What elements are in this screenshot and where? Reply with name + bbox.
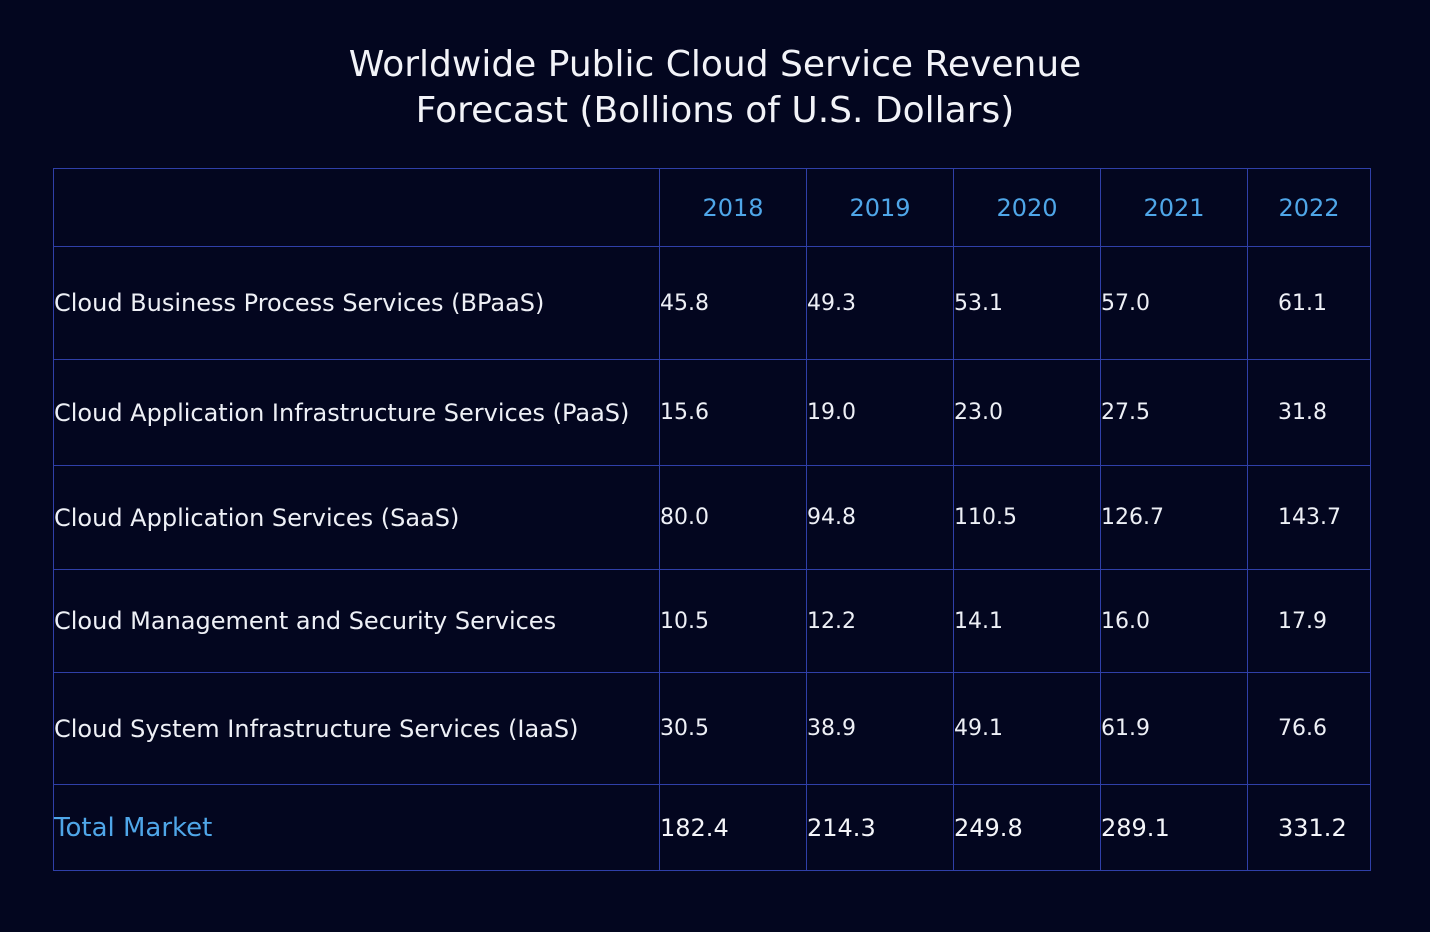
cell-management-security-2019: 12.2 [806,569,954,673]
column-header-2021: 2021 [1100,168,1248,247]
row-label-iaas: Cloud System Infrastructure Services (Ia… [53,672,660,785]
cell-paas-2019: 19.0 [806,359,954,466]
table-row-iaas: Cloud System Infrastructure Services (Ia… [53,672,1371,785]
cell-saas-2021: 126.7 [1100,465,1248,570]
cell-management-security-2021: 16.0 [1100,569,1248,673]
chart-title-line-1: Worldwide Public Cloud Service Revenue [348,44,1082,85]
cell-management-security-2018: 10.5 [659,569,807,673]
chart-title-line-2: Forecast (Bollions of U.S. Dollars) [415,90,1015,131]
table-row-paas: Cloud Application Infrastructure Service… [53,359,1371,466]
cell-paas-2022: 31.8 [1247,359,1371,466]
cell-saas-2020: 110.5 [953,465,1101,570]
cell-bpaas-2018: 45.8 [659,246,807,360]
cell-management-security-2020: 14.1 [953,569,1101,673]
column-header-2020: 2020 [953,168,1101,247]
cell-total-2021: 289.1 [1100,784,1248,871]
row-label-paas: Cloud Application Infrastructure Service… [53,359,660,466]
cell-total-2019: 214.3 [806,784,954,871]
cell-saas-2018: 80.0 [659,465,807,570]
table-row-bpaas: Cloud Business Process Services (BPaaS) … [53,246,1371,360]
column-header-2018: 2018 [659,168,807,247]
revenue-table: 2018 2019 2020 2021 2022 Cloud Business … [53,168,1371,871]
cell-total-2018: 182.4 [659,784,807,871]
cell-total-2022: 331.2 [1247,784,1371,871]
header-row: 2018 2019 2020 2021 2022 [53,168,1371,247]
row-label-saas: Cloud Application Services (SaaS) [53,465,660,570]
cell-bpaas-2020: 53.1 [953,246,1101,360]
table-row-management-security: Cloud Management and Security Services 1… [53,569,1371,673]
chart-title: Worldwide Public Cloud Service Revenue F… [0,42,1430,134]
cell-paas-2021: 27.5 [1100,359,1248,466]
column-header-2022: 2022 [1247,168,1371,247]
cell-bpaas-2022: 61.1 [1247,246,1371,360]
row-label-bpaas: Cloud Business Process Services (BPaaS) [53,246,660,360]
cell-bpaas-2019: 49.3 [806,246,954,360]
column-header-2019: 2019 [806,168,954,247]
cell-total-2020: 249.8 [953,784,1101,871]
cell-iaas-2018: 30.5 [659,672,807,785]
cell-iaas-2021: 61.9 [1100,672,1248,785]
cell-iaas-2019: 38.9 [806,672,954,785]
header-corner-cell [53,168,660,247]
row-label-total-market: Total Market [53,784,660,871]
cell-iaas-2022: 76.6 [1247,672,1371,785]
cell-saas-2022: 143.7 [1247,465,1371,570]
cell-saas-2019: 94.8 [806,465,954,570]
table-row-total-market: Total Market 182.4 214.3 249.8 289.1 331… [53,784,1371,871]
cell-iaas-2020: 49.1 [953,672,1101,785]
table-row-saas: Cloud Application Services (SaaS) 80.0 9… [53,465,1371,570]
cell-management-security-2022: 17.9 [1247,569,1371,673]
cell-paas-2020: 23.0 [953,359,1101,466]
cell-paas-2018: 15.6 [659,359,807,466]
cell-bpaas-2021: 57.0 [1100,246,1248,360]
row-label-management-security: Cloud Management and Security Services [53,569,660,673]
